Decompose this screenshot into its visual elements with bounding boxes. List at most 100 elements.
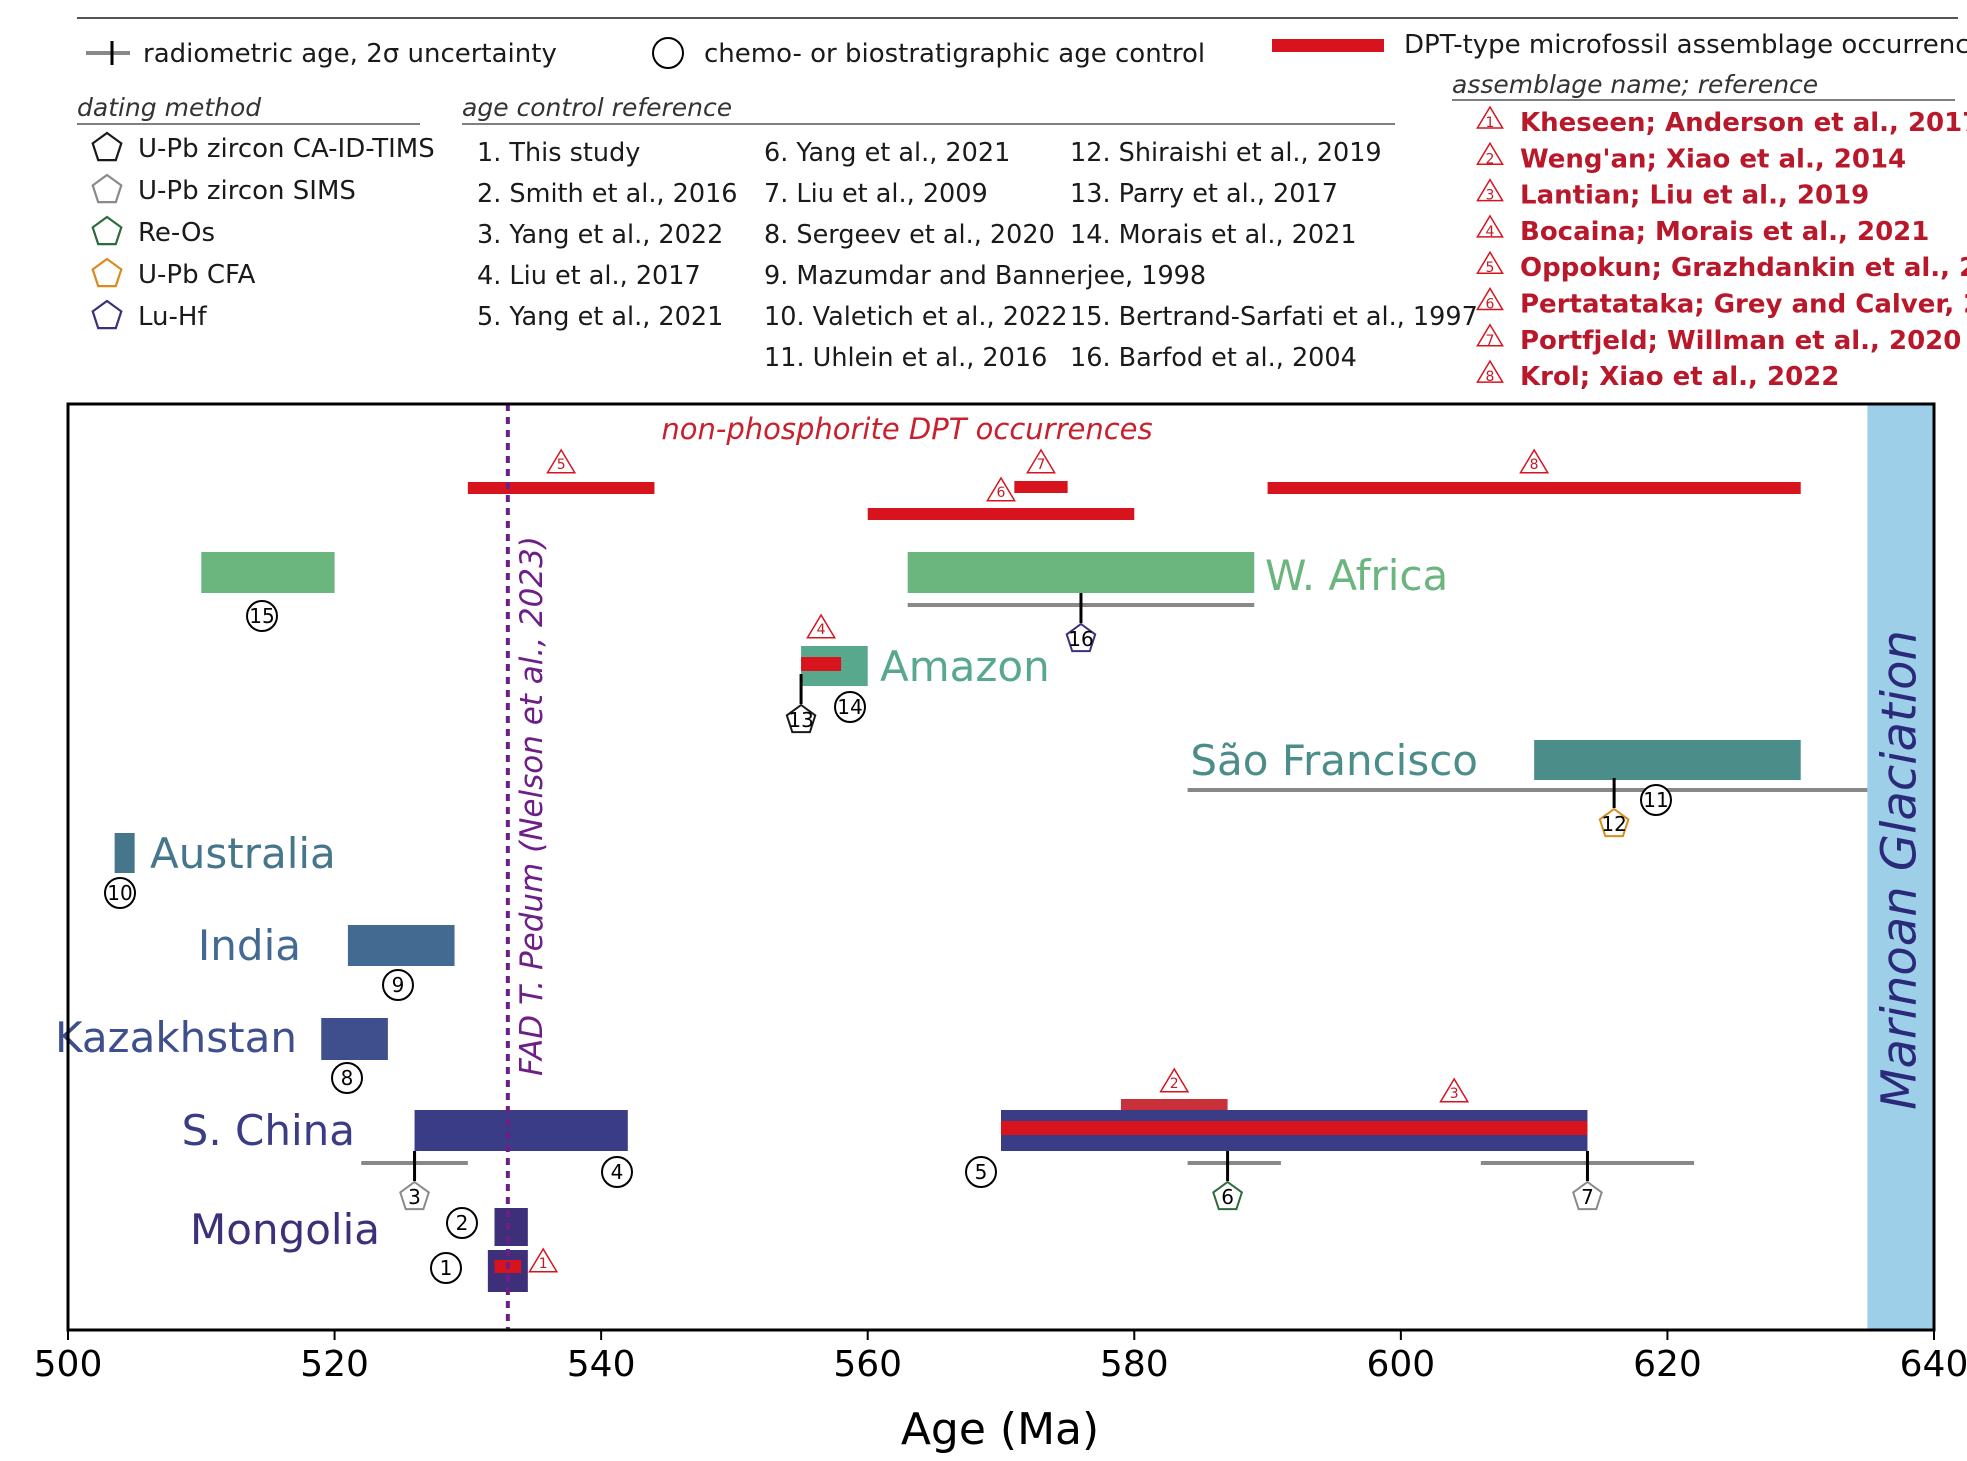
triangle-number: 7 bbox=[1037, 457, 1046, 473]
x-tick-label: 540 bbox=[567, 1344, 636, 1385]
assemblage-title: assemblage name; reference bbox=[1452, 70, 1818, 99]
region-label: Amazon bbox=[880, 642, 1050, 691]
circle-marker bbox=[430, 1252, 462, 1284]
x-tick-label: 600 bbox=[1366, 1344, 1435, 1385]
circle-marker bbox=[965, 1156, 997, 1188]
age-control-ref: 4. Liu et al., 2017 bbox=[477, 261, 701, 291]
age-control-ref: 10. Valetich et al., 2022 bbox=[764, 302, 1068, 332]
region-label: Mongolia bbox=[190, 1205, 380, 1254]
assemblage-label: Krol; Xiao et al., 2022 bbox=[1520, 362, 1839, 392]
fad-label: FAD T. Pedum (Nelson et al., 2023) bbox=[514, 536, 550, 1076]
circle-marker bbox=[246, 600, 278, 632]
triangle-icon bbox=[1026, 448, 1056, 474]
region-label: W. Africa bbox=[1265, 551, 1448, 600]
triangle-icon bbox=[1159, 1067, 1190, 1093]
triangle-number: 5 bbox=[1486, 260, 1495, 276]
dating-method-list: U-Pb zircon CA-ID-TIMS U-Pb zircon SIMS Re… bbox=[91, 131, 435, 332]
triangle-number: 3 bbox=[1450, 1086, 1459, 1102]
pentagon-marker-number: 7 bbox=[1581, 1185, 1594, 1209]
triangle-icon bbox=[1519, 448, 1550, 474]
top-note: non-phosphorite DPT occurrences bbox=[661, 412, 1152, 446]
region-labels: W. Africa Amazon São Francisco Australia Ind… bbox=[55, 551, 1478, 1254]
dpt-bar bbox=[1267, 482, 1801, 494]
circle-marker-number: 14 bbox=[837, 695, 862, 719]
x-tick-label: 620 bbox=[1633, 1344, 1702, 1385]
assemblage-label: Portfjeld; Willman et al., 2020 bbox=[1520, 326, 1961, 356]
circle-marker bbox=[1640, 784, 1672, 816]
x-axis-label: Age (Ma) bbox=[901, 1404, 1099, 1455]
triangle-number: 4 bbox=[1486, 224, 1495, 240]
legend-radiometric-label: radiometric age, 2σ uncertainty bbox=[143, 39, 557, 69]
triangle-number: 8 bbox=[1530, 457, 1539, 473]
radiometric-ages: 16 13 12 3 6 7 bbox=[361, 593, 1868, 1211]
dpt-bar bbox=[1001, 1121, 1588, 1135]
x-axis: 500 520 540 560 580 600 620 640 bbox=[34, 1330, 1967, 1385]
region-label: São Francisco bbox=[1190, 736, 1478, 785]
range-bar bbox=[494, 1208, 528, 1246]
circle-marker bbox=[601, 1156, 633, 1188]
circle-marker bbox=[331, 1062, 363, 1094]
circle-marker-number: 11 bbox=[1643, 788, 1668, 812]
triangle-icon bbox=[986, 476, 1016, 502]
circle-marker-number: 8 bbox=[341, 1066, 354, 1090]
circle-marker bbox=[104, 877, 136, 909]
pentagon-icon bbox=[91, 257, 123, 288]
age-control-ref: 12. Shiraishi et al., 2019 bbox=[1070, 138, 1382, 168]
age-control-ref: 2. Smith et al., 2016 bbox=[477, 179, 738, 209]
triangle-icon bbox=[528, 1247, 559, 1273]
range-bar bbox=[414, 1110, 628, 1151]
marinoan-glaciation-band bbox=[1867, 404, 1934, 1330]
range-bar bbox=[321, 1018, 388, 1060]
dpt-bar bbox=[467, 482, 655, 494]
pentagon-marker bbox=[1212, 1180, 1244, 1211]
plot-frame bbox=[66, 402, 1936, 1332]
circle-marker-number: 5 bbox=[975, 1160, 988, 1184]
triangle-icon bbox=[1439, 1077, 1470, 1103]
pentagon-marker-number: 16 bbox=[1068, 627, 1093, 651]
triangle-number: 6 bbox=[1486, 297, 1495, 313]
radiometric-symbol-icon bbox=[86, 41, 130, 65]
age-control-title: age control reference bbox=[462, 93, 732, 122]
age-control-ref: 5. Yang et al., 2021 bbox=[477, 302, 723, 332]
pentagon-marker-number: 6 bbox=[1221, 1185, 1234, 1209]
pentagon-marker bbox=[1598, 807, 1630, 838]
triangle-icon bbox=[546, 448, 577, 474]
x-tick-label: 560 bbox=[833, 1344, 902, 1385]
age-control-ref: 6. Yang et al., 2021 bbox=[764, 138, 1010, 168]
triangle-number: 5 bbox=[557, 457, 566, 473]
dpt-occurrences: 5 6 7 8 4 2 3 1 bbox=[467, 448, 1801, 1273]
pentagon-marker-number: 12 bbox=[1601, 812, 1626, 836]
circle-marker bbox=[382, 969, 414, 1001]
assemblage-label: Weng'an; Xiao et al., 2014 bbox=[1520, 144, 1906, 174]
age-control-ref: 3. Yang et al., 2022 bbox=[477, 220, 723, 250]
triangle-icon bbox=[1476, 178, 1504, 202]
circle-marker-number: 15 bbox=[249, 604, 274, 628]
age-control-ref: 7. Liu et al., 2009 bbox=[764, 179, 988, 209]
circle-marker bbox=[834, 691, 866, 723]
x-tick-label: 640 bbox=[1900, 1344, 1967, 1385]
dpt-bar bbox=[867, 508, 1135, 520]
range-bar bbox=[907, 552, 1255, 593]
pentagon-icon bbox=[91, 173, 123, 204]
range-bar bbox=[114, 833, 135, 873]
dating-method-label: Re-Os bbox=[138, 218, 215, 248]
triangle-icon bbox=[1476, 323, 1504, 347]
age-control-ref: 9. Mazumdar and Bannerjee, 1998 bbox=[764, 261, 1206, 291]
circle-icon bbox=[652, 37, 684, 69]
triangle-number: 2 bbox=[1170, 1076, 1179, 1092]
age-control-ref: 15. Bertrand-Sarfati et al., 1997 bbox=[1070, 302, 1478, 332]
pentagon-marker bbox=[399, 1180, 430, 1211]
circle-marker-number: 9 bbox=[392, 973, 405, 997]
region-label: Kazakhstan bbox=[55, 1013, 297, 1062]
triangle-number: 6 bbox=[997, 485, 1006, 501]
legend-chemo-label: chemo- or biostratigraphic age control bbox=[704, 39, 1205, 69]
triangle-icon bbox=[1476, 141, 1504, 166]
age-control-ref: 13. Parry et al., 2017 bbox=[1070, 179, 1338, 209]
assemblage-label: Pertatataka; Grey and Calver, 2007 bbox=[1520, 290, 1967, 320]
pentagon-icon bbox=[91, 131, 123, 162]
triangle-number: 8 bbox=[1486, 369, 1495, 385]
age-control-ref: 1. This study bbox=[477, 138, 640, 168]
triangle-icon bbox=[1476, 359, 1504, 383]
